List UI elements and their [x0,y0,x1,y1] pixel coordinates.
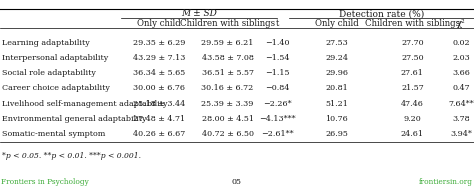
Text: 27.61: 27.61 [401,69,424,77]
Text: Children with siblings: Children with siblings [365,19,460,28]
Text: 29.59 ± 6.21: 29.59 ± 6.21 [201,39,254,47]
Text: 29.96: 29.96 [325,69,348,77]
Text: 36.34 ± 5.65: 36.34 ± 5.65 [133,69,185,77]
Text: 30.16 ± 6.72: 30.16 ± 6.72 [201,84,254,92]
Text: Environmental general adaptability: Environmental general adaptability [2,115,146,123]
Text: 24.61: 24.61 [401,130,424,138]
Text: 43.29 ± 7.13: 43.29 ± 7.13 [133,54,185,62]
Text: 28.00 ± 4.51: 28.00 ± 4.51 [201,115,254,123]
Text: Career choice adaptability: Career choice adaptability [2,84,110,92]
Text: Learning adaptability: Learning adaptability [2,39,90,47]
Text: frontiersin.org: frontiersin.org [419,178,473,186]
Text: 29.24: 29.24 [325,54,348,62]
Text: 40.72 ± 6.50: 40.72 ± 6.50 [201,130,254,138]
Text: 43.58 ± 7.08: 43.58 ± 7.08 [201,54,254,62]
Text: 3.66: 3.66 [452,69,470,77]
Text: Interpersonal adaptability: Interpersonal adaptability [2,54,108,62]
Text: Social role adaptability: Social role adaptability [2,69,96,77]
Text: Only child: Only child [315,19,358,28]
Text: −2.26*: −2.26* [263,100,292,108]
Text: 36.51 ± 5.57: 36.51 ± 5.57 [201,69,254,77]
Text: 20.81: 20.81 [325,84,348,92]
Text: −1.54: −1.54 [265,54,290,62]
Text: 21.57: 21.57 [401,84,424,92]
Text: 10.76: 10.76 [325,115,348,123]
Text: 9.20: 9.20 [403,115,421,123]
Text: 25.39 ± 3.39: 25.39 ± 3.39 [201,100,254,108]
Text: −4.13***: −4.13*** [259,115,296,123]
Text: 40.26 ± 6.67: 40.26 ± 6.67 [133,130,185,138]
Text: 2.03: 2.03 [452,54,470,62]
Text: 05: 05 [232,178,242,186]
Text: Livelihood self-management adaptability: Livelihood self-management adaptability [2,100,167,108]
Text: Children with siblings: Children with siblings [180,19,275,28]
Text: 0.02: 0.02 [452,39,470,47]
Text: 26.95: 26.95 [325,130,348,138]
Text: −1.40: −1.40 [265,39,290,47]
Text: −0.84: −0.84 [265,84,290,92]
Text: 27.70: 27.70 [401,39,424,47]
Text: 47.46: 47.46 [401,100,424,108]
Text: −2.61**: −2.61** [261,130,293,138]
Text: M ± SD: M ± SD [181,9,217,18]
Text: 3.78: 3.78 [452,115,470,123]
Text: 30.00 ± 6.76: 30.00 ± 6.76 [133,84,185,92]
Text: 51.21: 51.21 [325,100,348,108]
Text: 0.47: 0.47 [452,84,470,92]
Text: t: t [275,19,279,28]
Text: Somatic-mental symptom: Somatic-mental symptom [2,130,105,138]
Text: 27.53: 27.53 [325,39,348,47]
Text: χ²: χ² [456,19,465,28]
Text: Detection rate (%): Detection rate (%) [339,9,424,18]
Text: Frontiers in Psychology: Frontiers in Psychology [1,178,89,186]
Text: 25.18 ± 3.44: 25.18 ± 3.44 [133,100,185,108]
Text: 27.48 ± 4.71: 27.48 ± 4.71 [133,115,185,123]
Text: 29.35 ± 6.29: 29.35 ± 6.29 [133,39,185,47]
Text: −1.15: −1.15 [265,69,290,77]
Text: 27.50: 27.50 [401,54,424,62]
Text: 3.94*: 3.94* [450,130,472,138]
Text: *p < 0.05. **p < 0.01. ***p < 0.001.: *p < 0.05. **p < 0.01. ***p < 0.001. [2,152,141,160]
Text: 7.64**: 7.64** [448,100,474,108]
Text: Only child: Only child [137,19,181,28]
